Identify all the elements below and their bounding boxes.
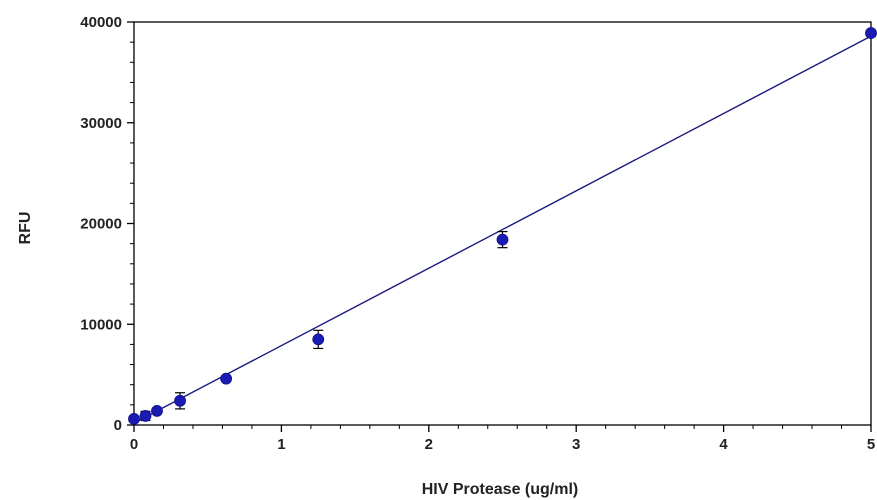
x-tick-label: 5: [867, 436, 875, 453]
x-axis-ticks: 0 1 2 3 4 5: [130, 425, 875, 453]
point-marker: [312, 333, 325, 346]
data-point: [312, 329, 325, 350]
data-points: [128, 27, 877, 425]
y-axis-ticks: 0 10000 20000 30000 40000: [80, 14, 134, 434]
fit-line-group: [133, 35, 872, 424]
x-axis-label: HIV Protease (ug/ml): [422, 481, 578, 498]
point-marker: [128, 413, 140, 425]
y-tick-label: 10000: [80, 316, 122, 333]
y-tick-label: 20000: [80, 216, 122, 233]
y-tick-label: 40000: [80, 14, 122, 31]
x-tick-label: 4: [719, 436, 728, 453]
data-point: [174, 392, 186, 410]
y-tick-label: 30000: [80, 115, 122, 132]
y-tick-label: 0: [114, 417, 122, 434]
x-tick-label: 1: [277, 436, 285, 453]
y-axis-label: RFU: [17, 212, 34, 245]
data-point: [865, 27, 877, 39]
point-marker: [496, 233, 509, 246]
x-tick-label: 2: [425, 436, 433, 453]
x-tick-label: 3: [572, 436, 580, 453]
x-tick-label: 0: [130, 436, 138, 453]
data-point: [151, 404, 163, 417]
point-marker: [174, 394, 186, 407]
point-marker: [220, 372, 233, 385]
point-marker: [865, 27, 877, 39]
data-point: [220, 372, 233, 385]
data-point: [128, 413, 140, 425]
data-point: [496, 230, 509, 249]
point-marker: [151, 404, 163, 417]
fit-line: [133, 35, 872, 424]
point-marker: [139, 410, 152, 422]
data-point: [139, 410, 152, 422]
